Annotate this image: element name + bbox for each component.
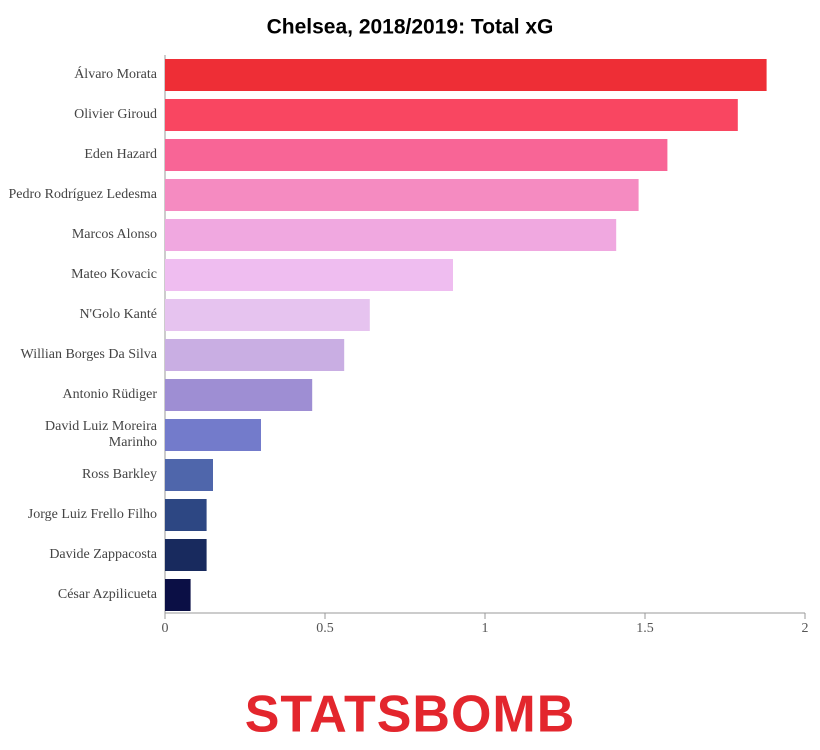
bar: [165, 459, 213, 491]
y-tick-label: Pedro Rodríguez Ledesma: [8, 187, 157, 202]
x-tick-label: 0: [162, 621, 169, 636]
x-tick-label: 1: [482, 621, 489, 636]
y-tick-label: Jorge Luiz Frello Filho: [27, 507, 157, 522]
bar: [165, 179, 639, 211]
bar: [165, 99, 738, 131]
y-tick-label: Álvaro Morata: [74, 67, 157, 82]
y-tick-label: Ross Barkley: [81, 467, 157, 482]
y-tick-label: Marcos Alonso: [71, 227, 157, 242]
bar: [165, 499, 207, 531]
bar: [165, 579, 191, 611]
bar: [165, 59, 767, 91]
y-tick-label: Willian Borges Da Silva: [20, 347, 157, 362]
y-tick-label: Antonio Rüdiger: [62, 387, 158, 402]
y-tick-label: Davide Zappacosta: [49, 547, 157, 562]
x-tick-label: 2: [802, 621, 809, 636]
bar: [165, 219, 617, 251]
bar: [165, 339, 345, 371]
y-tick-label: César Azpilicueta: [57, 587, 157, 602]
y-tick-label: Olivier Giroud: [74, 107, 157, 122]
bar: [165, 139, 668, 171]
bar: [165, 379, 313, 411]
bar: [165, 259, 453, 291]
bar: [165, 539, 207, 571]
bar: [165, 299, 370, 331]
x-tick-label: 1.5: [636, 621, 654, 636]
y-tick-label: David Luiz Moreira Marinho: [45, 419, 157, 450]
y-tick-label: N'Golo Kanté: [79, 307, 157, 322]
y-tick-label: Eden Hazard: [84, 147, 157, 162]
y-tick-label: Mateo Kovacic: [71, 267, 157, 282]
logo: STATSBOMB: [245, 686, 576, 744]
bar: [165, 419, 261, 451]
chart-title: Chelsea, 2018/2019: Total xG: [267, 16, 554, 39]
x-tick-label: 0.5: [316, 621, 334, 636]
